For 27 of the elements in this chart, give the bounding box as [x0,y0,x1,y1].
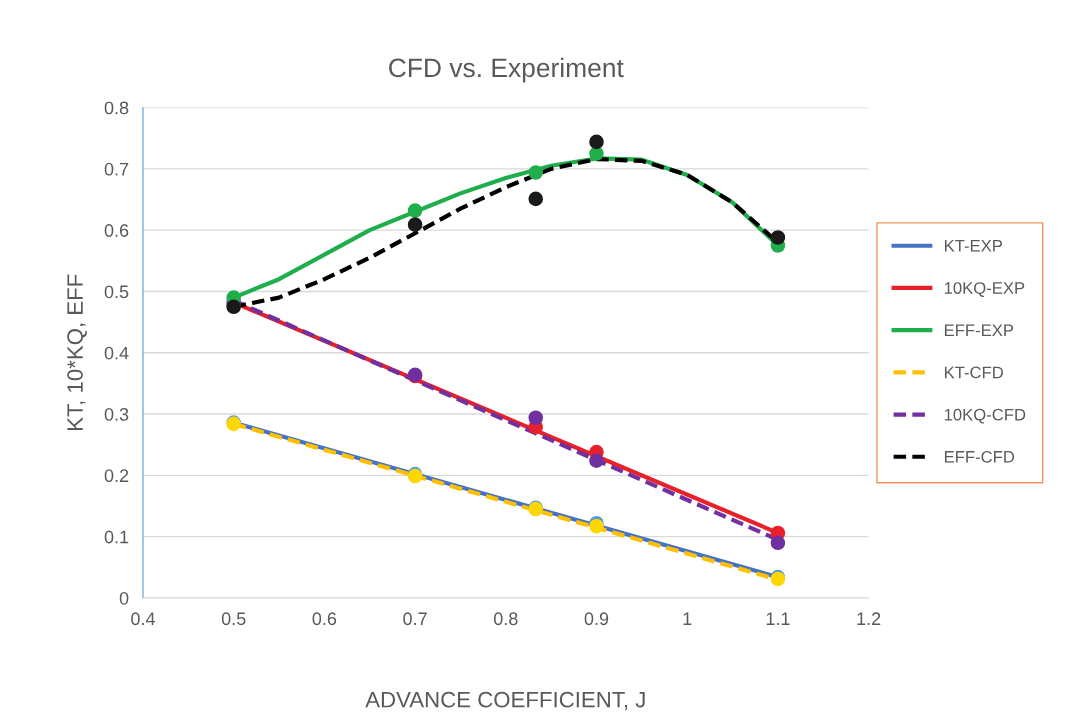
y-tick-label: 0.8 [104,101,129,115]
x-tick-label: 1.2 [857,612,881,625]
y-tick-label: 0.2 [104,469,129,483]
y-tick-label: 0.6 [104,224,129,237]
y-tick-label: 0.1 [104,530,129,544]
x-tick-label: 0.9 [584,612,609,626]
legend-label: KT-EXP [944,240,1002,252]
x-tick-label: 0.6 [312,612,337,626]
x-tick-label: 1.1 [766,612,790,625]
legend-label: 10KQ-CFD [944,408,1026,424]
legend-label: EFF-EXP [944,324,1014,336]
y-axis-title: KT, 10*KQ, EFF [67,274,87,430]
y-tick-label: 0.3 [104,408,129,421]
legend-label: EFF-CFD [944,450,1015,463]
x-tick-label: 1 [683,612,692,625]
chart-title: CFD vs. Experiment [389,57,624,83]
legend-label: KT-CFD [944,366,1003,379]
legend-label: 10KQ-EXP [944,282,1025,297]
x-tick-label: 0.5 [221,612,246,626]
y-tick-label: 0.4 [104,346,129,360]
y-tick-label: 0 [119,591,129,605]
x-tick-label: 0.7 [403,612,427,626]
x-tick-label: 0.8 [493,612,518,626]
y-tick-label: 0.7 [104,162,129,176]
x-axis-title: ADVANCE COEFFICIENT, J [365,691,645,711]
x-tick-label: 0.4 [131,612,155,626]
y-tick-label: 0.5 [104,285,129,299]
